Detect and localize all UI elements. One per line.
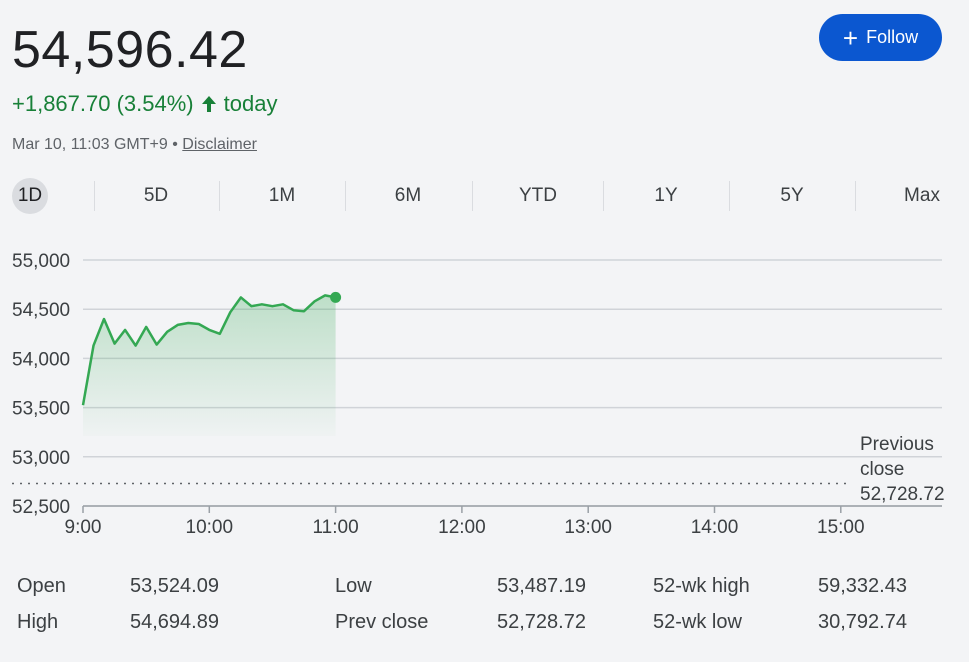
- stat-label: 52-wk high: [653, 575, 750, 597]
- range-divider: [94, 181, 95, 211]
- x-tick-label: 14:00: [691, 517, 739, 536]
- x-tick-label: 10:00: [186, 517, 234, 536]
- stat-value: 52,728.72: [497, 611, 586, 633]
- arrow-up-icon: [201, 96, 216, 112]
- price-line: [81, 294, 336, 406]
- range-divider: [472, 181, 473, 211]
- stat-label: Open: [17, 575, 66, 597]
- plus-icon: +: [842, 22, 859, 53]
- disclaimer-link[interactable]: Disclaimer: [182, 136, 257, 153]
- stat-value: 53,524.09: [130, 575, 219, 597]
- range-divider: [345, 181, 346, 211]
- x-tick-label: 12:00: [438, 517, 486, 536]
- range-divider: [603, 181, 604, 211]
- y-tick-label: 54,500: [12, 300, 70, 321]
- price-area: [83, 295, 336, 436]
- price-change-value: +1,867.70 (3.54%): [12, 91, 194, 116]
- y-tick-label: 53,500: [12, 399, 70, 420]
- range-divider: [219, 181, 220, 211]
- quote-timestamp: Mar 10, 11:03 GMT+9: [12, 136, 168, 153]
- stat-value: 30,792.74: [818, 611, 907, 633]
- tab-max[interactable]: Max: [904, 185, 940, 206]
- follow-button-label: Follow: [866, 27, 919, 47]
- stat-label: Prev close: [335, 611, 429, 633]
- previous-close-value: 52,728.72: [860, 484, 945, 505]
- tab-5d[interactable]: 5D: [143, 185, 169, 206]
- previous-close-label: close: [860, 459, 904, 480]
- y-tick-label: 54,000: [12, 349, 70, 370]
- x-tick-label: 13:00: [564, 517, 612, 536]
- stat-value: 59,332.43: [818, 575, 907, 597]
- stat-label: 52-wk low: [653, 611, 742, 633]
- stat-value: 54,694.89: [130, 611, 219, 633]
- stat-label: High: [17, 611, 59, 633]
- y-tick-label: 55,000: [12, 251, 70, 272]
- quote-meta: Mar 10, 11:03 GMT+9 • Disclaimer: [12, 134, 257, 156]
- x-tick-label: 11:00: [313, 517, 359, 536]
- tab-1d[interactable]: 1D: [12, 178, 48, 214]
- range-divider: [855, 181, 856, 211]
- price-chart[interactable]: 55,000 54,500 54,000 53,500 53,000 52,5009:00…: [0, 236, 969, 536]
- stat-value: 53,487.19: [497, 575, 586, 597]
- tab-6m[interactable]: 6M: [394, 185, 422, 206]
- tab-ytd[interactable]: YTD: [519, 185, 557, 206]
- key-stats: Open 53,524.09 High 54,694.89 Low 53,487…: [0, 568, 969, 648]
- change-period: today: [223, 91, 278, 116]
- tab-5y[interactable]: 5Y: [780, 185, 804, 206]
- meta-separator: •: [172, 136, 178, 153]
- previous-close-label: Previous: [860, 434, 934, 455]
- follow-button[interactable]: + Follow: [819, 14, 942, 61]
- stat-label: Low: [335, 575, 372, 597]
- range-selector: 1D 5D 1M 6M YTD 1Y 5Y Max: [12, 178, 942, 214]
- range-divider: [729, 181, 730, 211]
- current-price-dot: [330, 291, 342, 303]
- y-tick-label: 53,000: [12, 448, 70, 469]
- x-tick-label: 9:00: [65, 517, 102, 536]
- y-tick-label: 52,500: [12, 497, 70, 518]
- price-change: +1,867.70 (3.54%) today: [12, 90, 277, 118]
- tab-1y[interactable]: 1Y: [654, 185, 678, 206]
- current-price: 54,596.42: [12, 21, 248, 79]
- x-tick-label: 15:00: [817, 517, 865, 536]
- tab-1m[interactable]: 1M: [268, 185, 296, 206]
